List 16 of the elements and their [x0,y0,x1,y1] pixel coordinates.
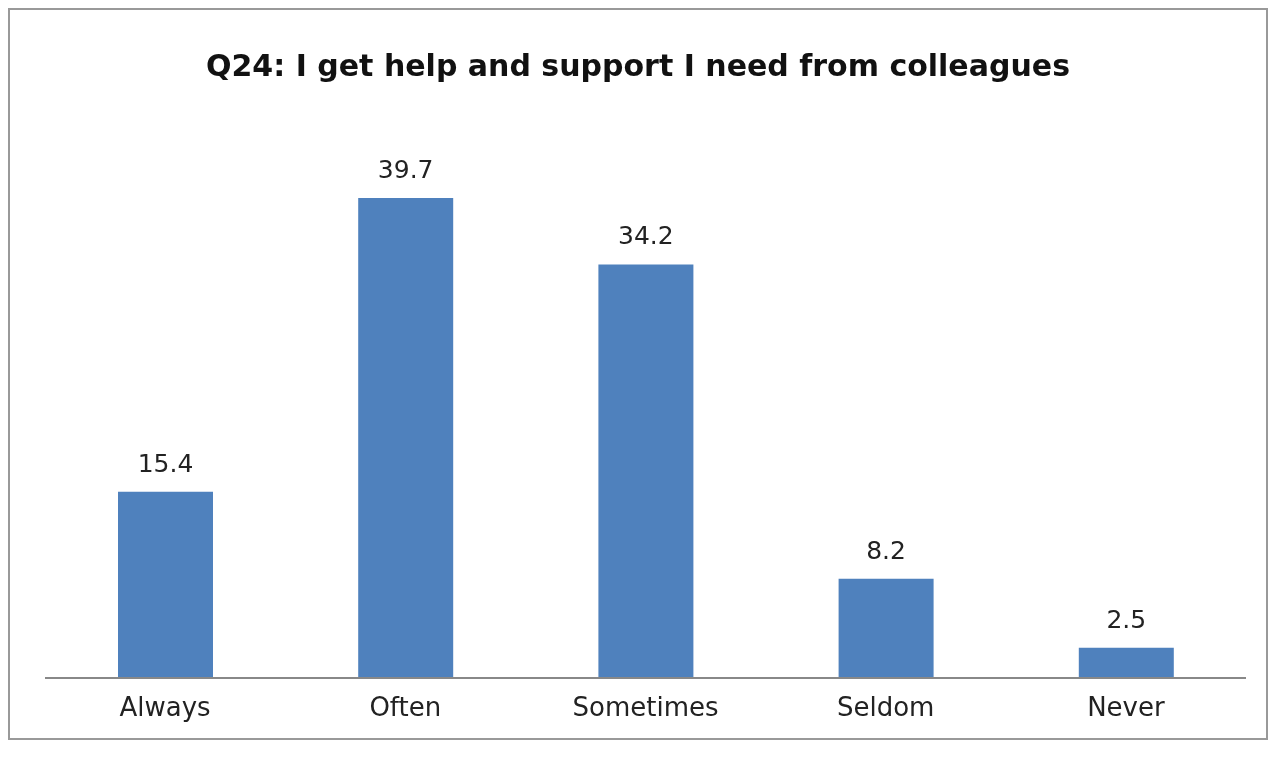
data-label: 15.4 [137,448,194,478]
bar [358,198,454,678]
bar [838,578,934,678]
bar [1078,647,1174,678]
data-label: 39.7 [377,155,434,184]
data-label: 2.5 [1106,604,1147,634]
data-label: 8.2 [866,535,906,565]
data-label: 34.2 [618,221,674,251]
bar [598,264,694,678]
bar [118,491,213,678]
x-tick-label: Never [1087,692,1165,723]
x-tick-label: Seldom [836,692,935,723]
x-tick-label: Often [369,692,442,723]
chart-title: Q24: I get help and support I need from colleagues [205,46,1071,85]
x-tick-label: Sometimes [572,692,719,723]
x-tick-label: Always [119,692,211,723]
